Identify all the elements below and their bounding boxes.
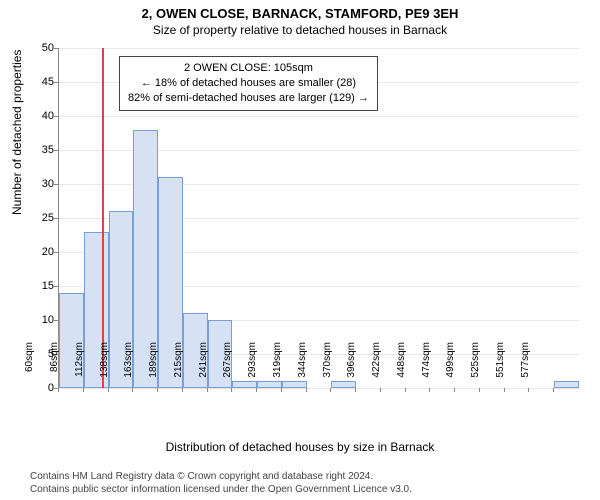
histogram-chart: 2, OWEN CLOSE, BARNACK, STAMFORD, PE9 3E…	[0, 0, 600, 500]
x-axis-label: Distribution of detached houses by size …	[0, 440, 600, 454]
y-axis-label: Number of detached properties	[10, 50, 24, 215]
grid-line	[59, 116, 579, 117]
footer-line-2: Contains public sector information licen…	[30, 484, 412, 497]
annotation-box: 2 OWEN CLOSE: 105sqm← 18% of detached ho…	[119, 56, 378, 111]
x-tick-label: 86sqm	[49, 342, 60, 392]
footer-line-1: Contains HM Land Registry data © Crown c…	[30, 471, 412, 484]
x-tick-label: 344sqm	[297, 342, 308, 392]
x-tick-label: 577sqm	[520, 342, 531, 392]
plot-area: 2 OWEN CLOSE: 105sqm← 18% of detached ho…	[58, 48, 579, 389]
x-tick-mark	[553, 388, 554, 392]
y-tick-mark	[54, 320, 58, 321]
x-tick-label: 551sqm	[495, 342, 506, 392]
y-tick-label: 45	[24, 76, 54, 88]
y-tick-mark	[54, 286, 58, 287]
y-tick-label: 50	[24, 42, 54, 54]
x-tick-label: 396sqm	[346, 342, 357, 392]
y-tick-label: 15	[24, 280, 54, 292]
annotation-line: 2 OWEN CLOSE: 105sqm	[128, 61, 369, 76]
x-tick-label: 267sqm	[222, 342, 233, 392]
x-tick-label: 499sqm	[445, 342, 456, 392]
x-tick-label: 60sqm	[24, 342, 35, 392]
y-tick-mark	[54, 48, 58, 49]
y-tick-label: 25	[24, 212, 54, 224]
y-tick-mark	[54, 252, 58, 253]
x-tick-label: 215sqm	[173, 342, 184, 392]
y-tick-mark	[54, 116, 58, 117]
y-tick-label: 35	[24, 144, 54, 156]
x-tick-label: 138sqm	[99, 342, 110, 392]
x-tick-label: 422sqm	[371, 342, 382, 392]
x-tick-label: 448sqm	[396, 342, 407, 392]
x-tick-label: 319sqm	[272, 342, 283, 392]
x-tick-label: 163sqm	[123, 342, 134, 392]
x-tick-label: 525sqm	[470, 342, 481, 392]
y-tick-mark	[54, 82, 58, 83]
y-tick-mark	[54, 184, 58, 185]
annotation-line: ← 18% of detached houses are smaller (28…	[128, 76, 369, 91]
x-tick-label: 370sqm	[322, 342, 333, 392]
x-tick-label: 293sqm	[247, 342, 258, 392]
y-tick-mark	[54, 150, 58, 151]
property-marker-line	[102, 48, 104, 388]
footer-attribution: Contains HM Land Registry data © Crown c…	[30, 471, 412, 496]
x-tick-label: 474sqm	[421, 342, 432, 392]
y-tick-label: 20	[24, 246, 54, 258]
histogram-bar	[554, 381, 579, 388]
y-tick-label: 10	[24, 314, 54, 326]
page-title: 2, OWEN CLOSE, BARNACK, STAMFORD, PE9 3E…	[0, 0, 600, 21]
x-tick-label: 112sqm	[74, 342, 85, 392]
x-tick-label: 241sqm	[198, 342, 209, 392]
x-tick-label: 189sqm	[148, 342, 159, 392]
grid-line	[59, 48, 579, 49]
y-tick-label: 40	[24, 110, 54, 122]
page-subtitle: Size of property relative to detached ho…	[0, 21, 600, 37]
y-tick-label: 30	[24, 178, 54, 190]
y-tick-mark	[54, 218, 58, 219]
annotation-line: 82% of semi-detached houses are larger (…	[128, 91, 369, 106]
